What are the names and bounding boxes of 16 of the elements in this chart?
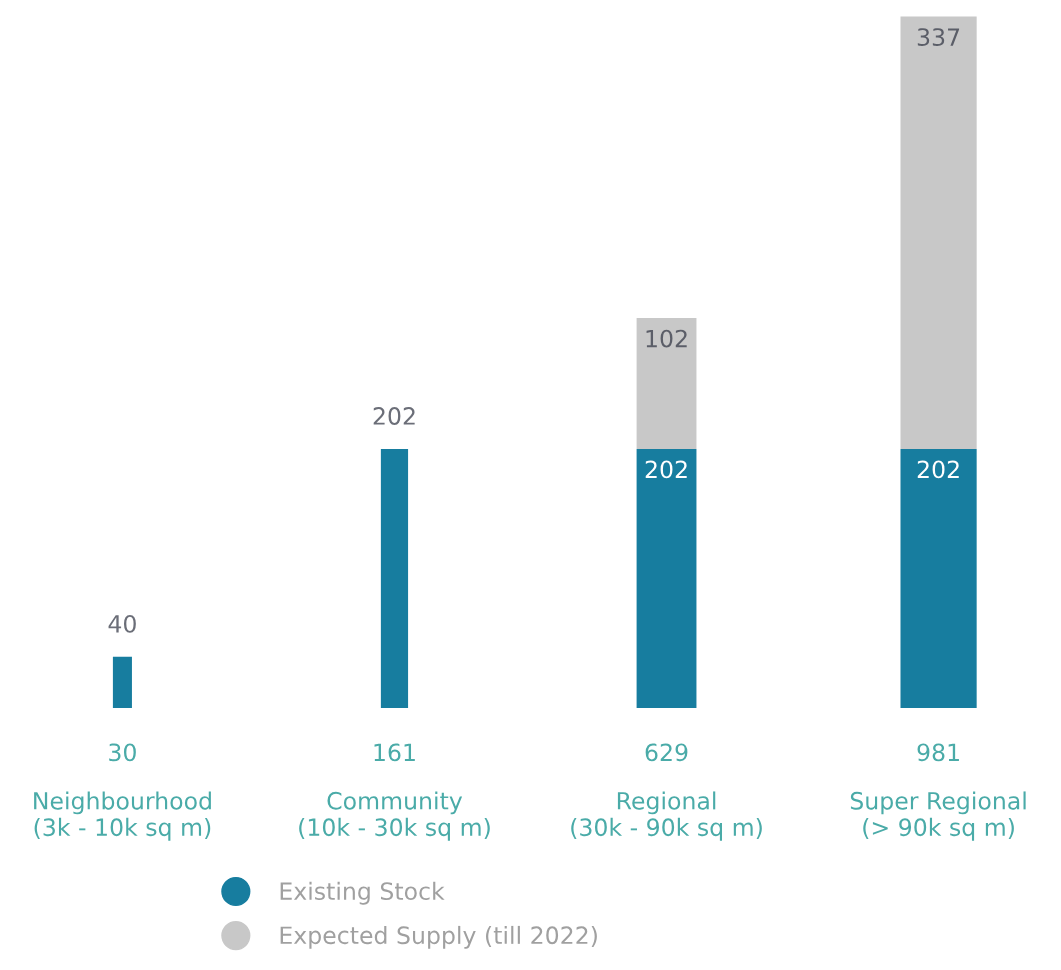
text: 981: [917, 743, 959, 762]
x-tick-label: Community (10k - 30k sq m): [299, 791, 490, 841]
data-label: 102: [646, 329, 687, 348]
legend-label: Existing Stock: [280, 881, 445, 905]
text: 30: [109, 743, 136, 762]
x-tick-label: Neighbourhood (3k - 10k sq m): [34, 791, 211, 841]
data-label: 40: [108, 614, 136, 633]
data-label: 202: [373, 407, 415, 425]
x-tick-label: Regional (30k - 90k sq m): [571, 791, 762, 841]
data-label: 202: [917, 460, 959, 479]
text: 629: [645, 743, 688, 762]
data-label: 202: [645, 460, 687, 479]
text: 161: [374, 743, 415, 762]
data-label: 337: [917, 28, 960, 46]
x-tick-label: Super Regional (> 90k sq m): [850, 791, 1026, 841]
legend-label: Expected Supply (till 2022): [280, 925, 597, 949]
